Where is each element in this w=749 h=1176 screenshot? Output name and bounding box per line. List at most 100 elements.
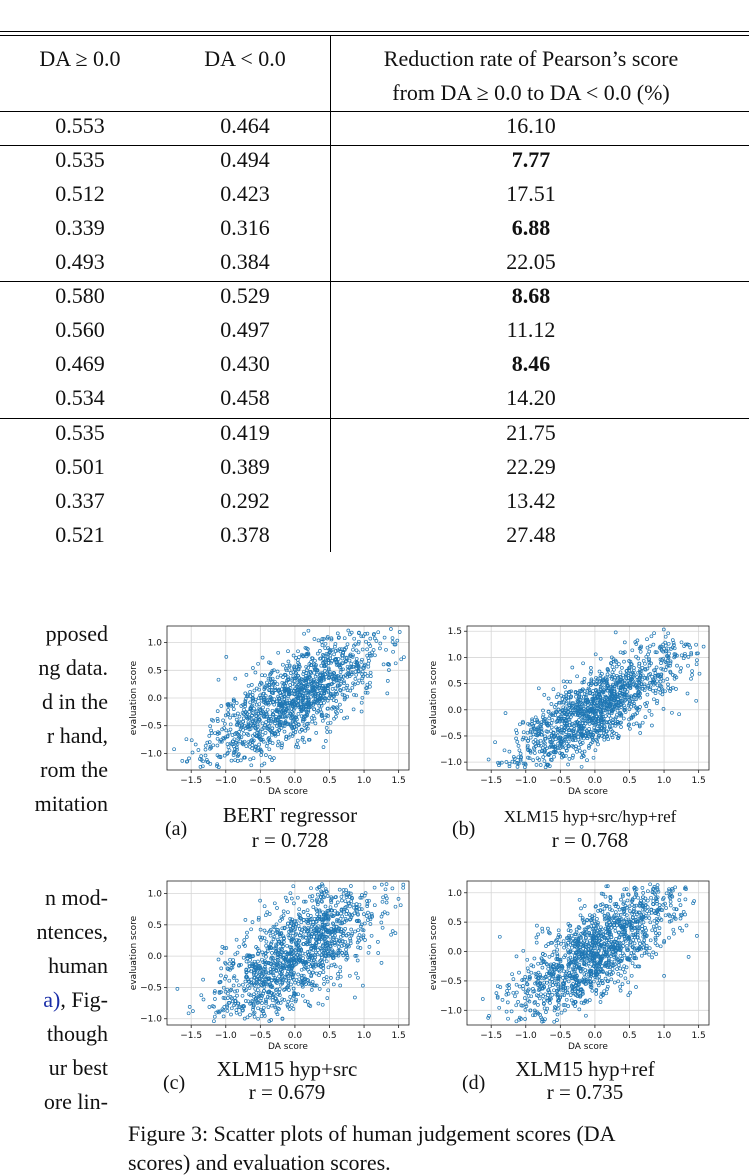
x-tick-label: 0.5 (322, 1031, 336, 1041)
body-text-line: ur best (0, 1056, 108, 1080)
y-tick-label: −1.0 (440, 758, 462, 768)
table-cell-b: 0.419 (165, 421, 325, 445)
table-cell-a: 0.535 (0, 421, 160, 445)
table-cell-a: 0.501 (0, 455, 160, 479)
x-tick-label: 1.5 (391, 1031, 405, 1041)
table-cell-a: 0.512 (0, 182, 160, 206)
table-cell-b: 0.458 (165, 386, 325, 410)
body-text-line: rom the (0, 758, 108, 782)
body-text-line: human (0, 954, 108, 978)
figure-ref-link[interactable]: a) (43, 987, 60, 1012)
table-cell-b: 0.497 (165, 318, 325, 342)
table-cell-a: 0.521 (0, 523, 160, 547)
table-cell-c: 6.88 (331, 216, 731, 240)
y-tick-label: 0.5 (148, 921, 162, 931)
y-tick-label: −0.5 (140, 722, 162, 732)
x-tick-label: −0.5 (249, 776, 271, 786)
y-tick-label: −0.5 (140, 983, 162, 993)
x-tick-label: 0.5 (622, 776, 636, 786)
y-tick-label: 0.5 (448, 680, 462, 690)
y-tick-label: 0.0 (148, 694, 163, 704)
table-cell-a: 0.339 (0, 216, 160, 240)
table-cell-b: 0.389 (165, 455, 325, 479)
scatter-plot-c: −1.5 −1.0 −0.5 0.0 0.5 1.0 1.5 1.0 0.5 0.0 −0.5 −1.… (125, 875, 417, 1057)
table-cell-b: 0.464 (165, 114, 325, 138)
y-tick-label: 0.0 (448, 706, 463, 716)
table-cell-c: 7.77 (331, 148, 731, 172)
x-tick-label: 1.0 (357, 776, 372, 786)
y-tick-label: 0.5 (148, 666, 162, 676)
plot-area (467, 881, 709, 1025)
y-axis-label: evaluation score (429, 660, 439, 735)
table-cell-c: 14.20 (331, 386, 731, 410)
y-axis-label: evaluation score (129, 660, 139, 735)
table-cell-b: 0.292 (165, 489, 325, 513)
body-text-line: ore lin- (0, 1090, 108, 1114)
table-top-rule-2 (0, 35, 749, 36)
x-tick-label: −0.5 (249, 1031, 271, 1041)
body-text-line: ntences, (0, 920, 108, 944)
group-rule-3 (0, 418, 749, 419)
y-axis-label: evaluation score (129, 915, 139, 990)
x-tick-label: −1.0 (215, 1031, 237, 1041)
table-cell-b: 0.529 (165, 284, 325, 308)
table-cell-a: 0.469 (0, 352, 160, 376)
table-cell-a: 0.553 (0, 114, 160, 138)
x-tick-label: −1.5 (480, 776, 502, 786)
y-tick-label: −0.5 (440, 732, 462, 742)
table-cell-c: 11.12 (331, 318, 731, 342)
x-axis-label: DA score (268, 1042, 308, 1052)
body-text-line: r hand, (0, 724, 108, 748)
table-cell-c: 8.68 (331, 284, 731, 308)
x-tick-label: 1.0 (357, 1031, 372, 1041)
x-tick-label: 1.5 (691, 776, 705, 786)
table-cell-a: 0.580 (0, 284, 160, 308)
table-cell-b: 0.430 (165, 352, 325, 376)
body-text-line: n mod- (0, 886, 108, 910)
x-tick-label: −0.5 (549, 776, 571, 786)
x-tick-label: 0.0 (288, 1031, 303, 1041)
x-tick-label: −1.0 (515, 776, 537, 786)
table-cell-c: 8.46 (331, 352, 731, 376)
table-cell-a: 0.560 (0, 318, 160, 342)
y-tick-label: −1.0 (140, 1015, 162, 1025)
table-cell-c: 16.10 (331, 114, 731, 138)
y-tick-label: 0.0 (148, 952, 163, 962)
x-axis-label: DA score (568, 787, 608, 797)
x-tick-label: 0.5 (322, 776, 336, 786)
y-tick-label: 1.0 (148, 639, 163, 649)
table-cell-a: 0.493 (0, 250, 160, 274)
table-cell-c: 22.05 (331, 250, 731, 274)
table-cell-b: 0.423 (165, 182, 325, 206)
table-cell-a: 0.535 (0, 148, 160, 172)
y-tick-label: 1.0 (148, 890, 163, 900)
table-cell-b: 0.494 (165, 148, 325, 172)
table-cell-c: 17.51 (331, 182, 731, 206)
header-da-positive: DA ≥ 0.0 (0, 47, 160, 71)
x-tick-label: 1.5 (391, 776, 405, 786)
table-cell-c: 21.75 (331, 421, 731, 445)
body-text-line: d in the (0, 690, 108, 714)
table-cell-b: 0.378 (165, 523, 325, 547)
table-cell-a: 0.534 (0, 386, 160, 410)
y-tick-label: 1.5 (448, 627, 462, 637)
body-text-fragment: , Fig- (60, 987, 108, 1012)
y-tick-label: 1.0 (448, 653, 463, 663)
x-tick-label: 1.0 (657, 776, 672, 786)
table-cell-b: 0.384 (165, 250, 325, 274)
header-reduction-rate-line1: Reduction rate of Pearson’s score (331, 47, 731, 71)
table-cell-c: 13.42 (331, 489, 731, 513)
group-rule-2 (0, 281, 749, 282)
header-da-negative: DA < 0.0 (165, 47, 325, 71)
table-cell-a: 0.337 (0, 489, 160, 513)
body-text-line: though (0, 1022, 108, 1046)
table-cell-c: 22.29 (331, 455, 731, 479)
group-rule-1 (0, 145, 749, 146)
y-tick-label: −1.0 (140, 749, 162, 759)
x-tick-label: −1.5 (180, 1031, 202, 1041)
